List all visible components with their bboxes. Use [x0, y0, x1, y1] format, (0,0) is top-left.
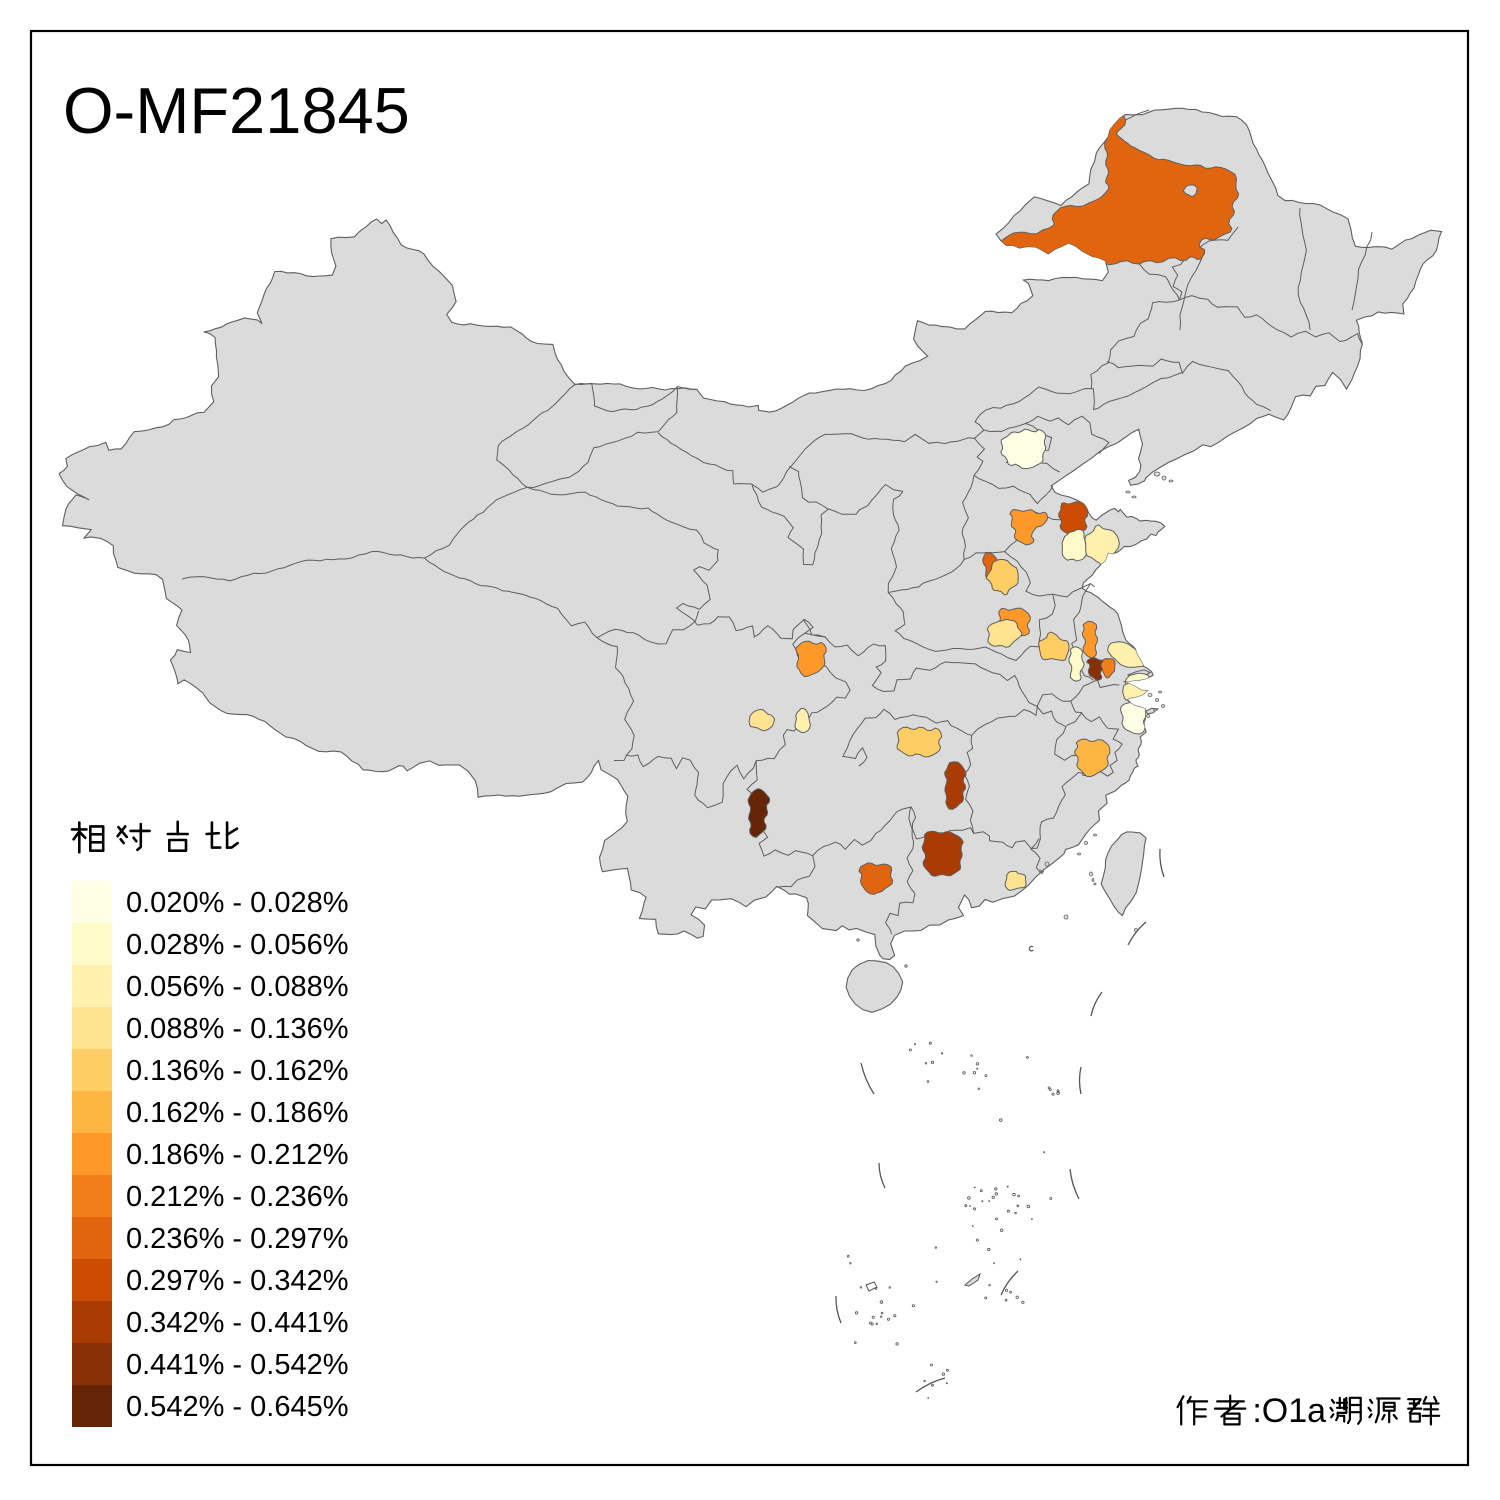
svg-text:0.028% - 0.056%: 0.028% - 0.056%: [126, 929, 348, 961]
svg-text:0.342% - 0.441%: 0.342% - 0.441%: [126, 1307, 348, 1339]
svg-text:0.212% - 0.236%: 0.212% - 0.236%: [126, 1181, 348, 1213]
svg-text:0.236% - 0.297%: 0.236% - 0.297%: [126, 1223, 348, 1255]
svg-text:0.542% - 0.645%: 0.542% - 0.645%: [126, 1391, 348, 1423]
svg-text:0.056% - 0.088%: 0.056% - 0.088%: [126, 971, 348, 1003]
svg-text:0.441% - 0.542%: 0.441% - 0.542%: [126, 1349, 348, 1381]
svg-text:0.162% - 0.186%: 0.162% - 0.186%: [126, 1097, 348, 1129]
svg-text:O-MF21845: O-MF21845: [63, 74, 410, 147]
svg-text:0.186% - 0.212%: 0.186% - 0.212%: [126, 1139, 348, 1171]
svg-text:0.297% - 0.342%: 0.297% - 0.342%: [126, 1265, 348, 1297]
svg-text:0.020% - 0.028%: 0.020% - 0.028%: [126, 887, 348, 919]
svg-text:0.088% - 0.136%: 0.088% - 0.136%: [126, 1013, 348, 1045]
svg-text:0.136% - 0.162%: 0.136% - 0.162%: [126, 1055, 348, 1087]
svg-text::O1a: :O1a: [1252, 1392, 1326, 1430]
